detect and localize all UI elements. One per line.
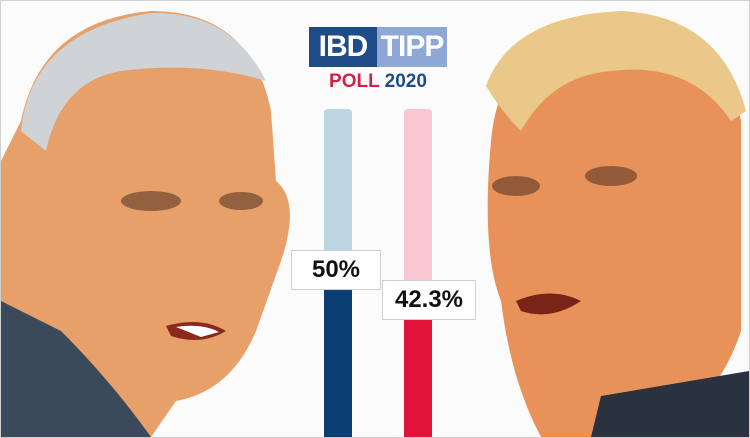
logo-poll-line: POLL 2020 [309, 71, 447, 93]
logo-poll-year: 2020 [384, 71, 427, 92]
value-label-candidate-1: 50% [291, 250, 381, 290]
bar-track-candidate-2 [404, 109, 432, 437]
ibd-tipp-logo: IBD TIPP POLL 2020 [309, 27, 447, 93]
logo-tipp: TIPP [377, 27, 447, 67]
bar-candidate-1 [324, 273, 352, 437]
logo-poll-word: POLL [329, 71, 380, 92]
candidate-portrait-left [1, 11, 290, 437]
logo-ibd: IBD [309, 27, 377, 67]
candidate-portrait-right [486, 11, 749, 437]
bar-candidate-2 [404, 298, 432, 437]
value-label-candidate-2: 42.3% [382, 280, 476, 320]
